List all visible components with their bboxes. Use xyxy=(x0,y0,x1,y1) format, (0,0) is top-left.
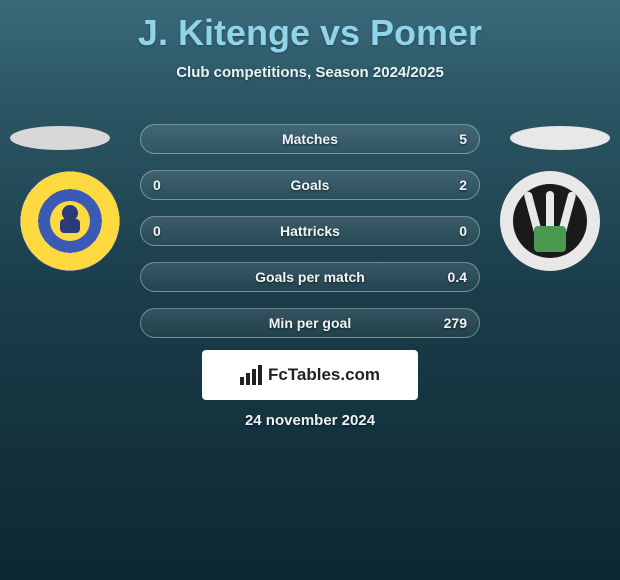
stat-row-goals: 0 Goals 2 xyxy=(140,170,480,200)
stat-left-value: 0 xyxy=(153,223,161,239)
bar-chart-icon xyxy=(240,365,262,385)
logo-text: FcTables.com xyxy=(268,365,380,385)
source-logo: FcTables.com xyxy=(202,350,418,400)
stat-row-goals-per-match: Goals per match 0.4 xyxy=(140,262,480,292)
stat-right-value: 279 xyxy=(444,315,467,331)
club-badge-right xyxy=(500,171,600,271)
player-left-shadow xyxy=(10,126,110,150)
stat-right-value: 2 xyxy=(459,177,467,193)
club-badge-right-inner xyxy=(513,184,587,258)
stat-label: Goals per match xyxy=(255,269,365,285)
stat-row-min-per-goal: Min per goal 279 xyxy=(140,308,480,338)
stat-right-value: 0 xyxy=(459,223,467,239)
page-title: J. Kitenge vs Pomer xyxy=(0,0,620,54)
stat-label: Matches xyxy=(282,131,338,147)
player-right-shadow xyxy=(510,126,610,150)
stat-right-value: 5 xyxy=(459,131,467,147)
stat-label: Goals xyxy=(291,177,330,193)
stat-row-hattricks: 0 Hattricks 0 xyxy=(140,216,480,246)
stat-right-value: 0.4 xyxy=(448,269,467,285)
stat-label: Hattricks xyxy=(280,223,340,239)
stat-row-matches: Matches 5 xyxy=(140,124,480,154)
club-badge-left xyxy=(20,171,120,271)
club-badge-left-inner xyxy=(50,201,90,241)
subtitle: Club competitions, Season 2024/2025 xyxy=(0,64,620,81)
date-label: 24 november 2024 xyxy=(0,412,620,429)
stat-left-value: 0 xyxy=(153,177,161,193)
stats-container: Matches 5 0 Goals 2 0 Hattricks 0 Goals … xyxy=(140,124,480,354)
stat-label: Min per goal xyxy=(269,315,351,331)
